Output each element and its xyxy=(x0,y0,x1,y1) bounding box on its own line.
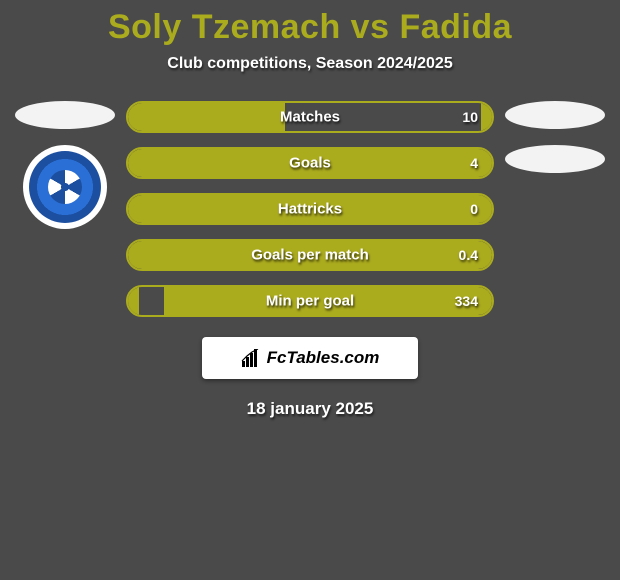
left-club-badge xyxy=(23,145,107,229)
stat-bar: Hattricks 0 xyxy=(126,193,494,225)
stat-bar: Goals 4 xyxy=(126,147,494,179)
stat-right-value: 0.4 xyxy=(459,247,478,263)
stat-label: Goals xyxy=(289,155,331,172)
stat-right-value: 10 xyxy=(462,109,478,125)
stat-right-value: 4 xyxy=(470,155,478,171)
stat-bar: Min per goal 334 xyxy=(126,285,494,317)
stat-fill-right xyxy=(481,103,492,131)
date-text: 18 january 2025 xyxy=(0,399,620,419)
stat-label: Matches xyxy=(280,109,340,126)
stat-fill-right xyxy=(481,195,492,223)
stat-bar: Goals per match 0.4 xyxy=(126,239,494,271)
stat-fill-left xyxy=(128,287,139,315)
stat-label: Goals per match xyxy=(251,247,369,264)
left-player-column xyxy=(10,101,120,229)
main-row: Matches 10 Goals 4 Hattricks 0 Goals per match… xyxy=(0,101,620,317)
stat-bar: Matches 10 xyxy=(126,101,494,133)
attribution-text: FcTables.com xyxy=(267,348,380,368)
bars-icon xyxy=(241,349,261,367)
right-player-column xyxy=(500,101,610,173)
stat-label: Min per goal xyxy=(266,293,354,310)
stat-right-value: 334 xyxy=(455,293,478,309)
right-secondary-oval xyxy=(505,145,605,173)
badge-ball-icon xyxy=(48,170,82,204)
stat-fill-right xyxy=(481,149,492,177)
comparison-card: Soly Tzemach vs Fadida Club competitions… xyxy=(0,0,620,580)
stat-label: Hattricks xyxy=(278,201,342,218)
left-player-avatar xyxy=(15,101,115,129)
attribution-box: FcTables.com xyxy=(202,337,418,379)
stat-fill-left xyxy=(128,103,285,131)
subtitle: Club competitions, Season 2024/2025 xyxy=(0,55,620,73)
page-title: Soly Tzemach vs Fadida xyxy=(0,0,620,47)
right-player-avatar xyxy=(505,101,605,129)
stats-list: Matches 10 Goals 4 Hattricks 0 Goals per match… xyxy=(120,101,500,317)
stat-right-value: 0 xyxy=(470,201,478,217)
